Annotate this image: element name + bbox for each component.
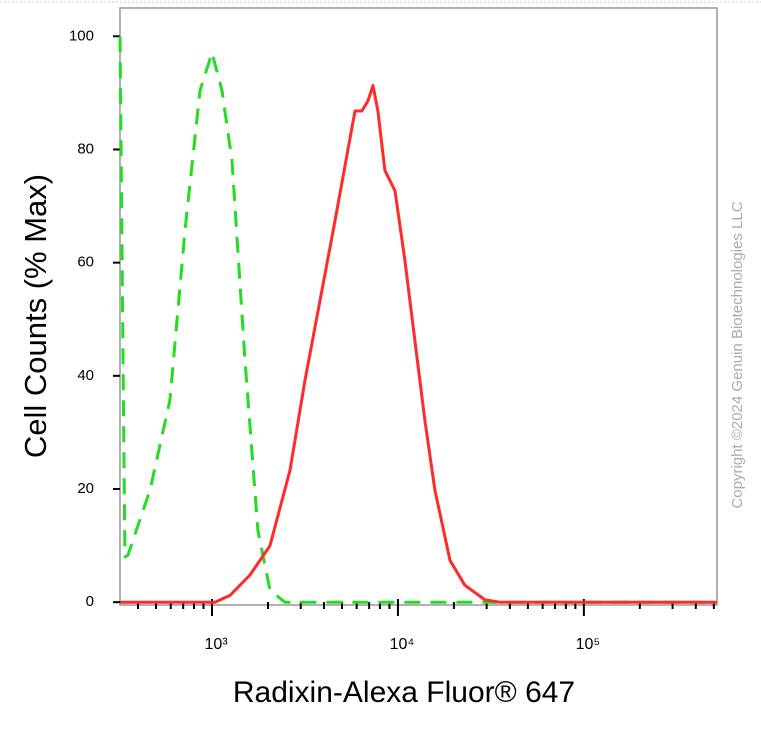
y-tick-label: 0 (86, 593, 94, 610)
y-tick-label: 80 (77, 140, 94, 157)
copyright: Copyright ©2024 Genuin Biotechnologies L… (729, 201, 746, 508)
y-tick-label: 20 (77, 480, 94, 497)
y-axis-label: Cell Counts (% Max) (18, 174, 53, 458)
y-tick-label: 60 (77, 254, 94, 271)
plot-frame (119, 7, 718, 606)
histogram-line (118, 36, 717, 604)
histogram-line (120, 84, 717, 604)
y-tick-label: 40 (77, 367, 94, 384)
x-tick-label: 10³ (204, 636, 228, 653)
x-tick-label: 10⁴ (390, 636, 415, 653)
y-tick-label: 100 (69, 27, 94, 44)
x-tick-label: 10⁵ (576, 636, 600, 653)
x-axis-label: Radixin-Alexa Fluor® 647 (233, 676, 575, 709)
